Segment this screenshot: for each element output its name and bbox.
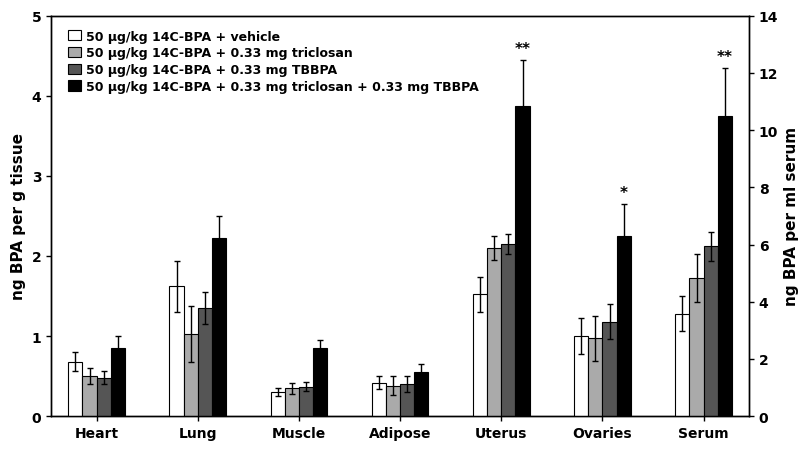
Bar	[169, 287, 184, 416]
Bar	[718, 116, 732, 416]
Bar	[96, 378, 111, 416]
Text: *: *	[620, 185, 628, 200]
Bar	[704, 247, 718, 416]
Bar	[313, 348, 327, 416]
Bar	[372, 382, 386, 416]
Bar	[473, 295, 487, 416]
Text: **: **	[514, 41, 531, 56]
Bar	[68, 362, 83, 416]
Bar	[400, 384, 414, 416]
Bar	[603, 322, 616, 416]
Bar	[285, 388, 299, 416]
Bar	[616, 236, 631, 416]
Bar	[184, 335, 198, 416]
Text: **: **	[717, 50, 733, 64]
Y-axis label: ng BPA per g tissue: ng BPA per g tissue	[11, 133, 26, 300]
Bar	[299, 387, 313, 416]
Bar	[574, 336, 588, 416]
Bar	[83, 376, 96, 416]
Bar	[414, 372, 428, 416]
Bar	[501, 244, 515, 416]
Bar	[487, 249, 501, 416]
Y-axis label: ng BPA per ml serum: ng BPA per ml serum	[784, 127, 799, 306]
Bar	[212, 239, 226, 416]
Bar	[271, 392, 285, 416]
Bar	[515, 107, 530, 416]
Bar	[689, 279, 704, 416]
Bar	[676, 314, 689, 416]
Bar	[111, 348, 125, 416]
Bar	[386, 386, 400, 416]
Bar	[588, 339, 603, 416]
Bar	[198, 308, 212, 416]
Legend: 50 μg/kg 14C-BPA + vehicle, 50 μg/kg 14C-BPA + 0.33 mg triclosan, 50 μg/kg 14C-B: 50 μg/kg 14C-BPA + vehicle, 50 μg/kg 14C…	[64, 27, 482, 97]
